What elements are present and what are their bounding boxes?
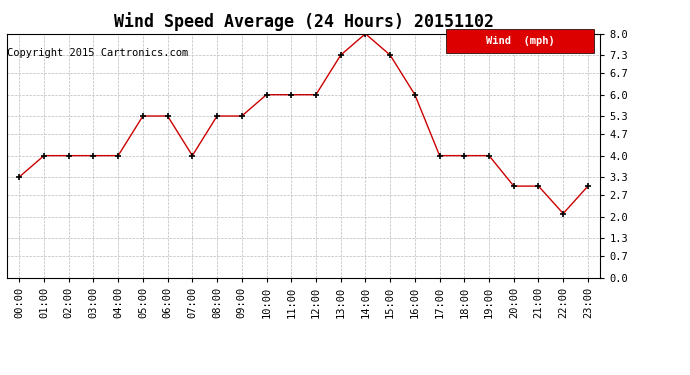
Text: Copyright 2015 Cartronics.com: Copyright 2015 Cartronics.com bbox=[7, 48, 188, 58]
Title: Wind Speed Average (24 Hours) 20151102: Wind Speed Average (24 Hours) 20151102 bbox=[114, 12, 493, 31]
FancyBboxPatch shape bbox=[446, 29, 594, 53]
Text: Wind  (mph): Wind (mph) bbox=[486, 36, 555, 46]
